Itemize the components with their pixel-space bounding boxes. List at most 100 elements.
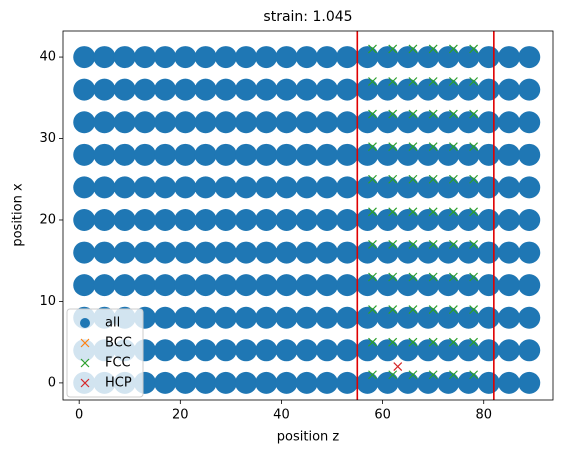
scatter-point (437, 306, 460, 329)
scatter-point (174, 306, 197, 329)
scatter-point (133, 176, 156, 199)
legend-marker (80, 318, 90, 328)
scatter-x (448, 305, 458, 315)
scatter-point (295, 339, 318, 362)
scatter-point (437, 208, 460, 231)
scatter-point (93, 241, 116, 264)
scatter-point (154, 78, 177, 101)
scatter-point (356, 208, 379, 231)
scatter-point (133, 111, 156, 134)
legend-label: BCC (105, 336, 132, 351)
scatter-x (388, 337, 398, 347)
scatter-point (255, 339, 278, 362)
scatter-x (408, 272, 418, 282)
scatter-point (235, 46, 258, 69)
scatter-point (315, 274, 338, 297)
scatter-point (154, 241, 177, 264)
scatter-point (214, 274, 237, 297)
scatter-point (518, 111, 541, 134)
scatter-point (457, 274, 480, 297)
scatter-point (113, 46, 136, 69)
scatter-point (356, 306, 379, 329)
scatter-point (498, 339, 521, 362)
scatter-point (498, 176, 521, 199)
scatter-point (194, 46, 217, 69)
scatter-point (356, 111, 379, 134)
scatter-point (275, 306, 298, 329)
scatter-point (376, 143, 399, 166)
scatter-x (368, 44, 377, 54)
scatter-point (154, 306, 177, 329)
scatter-point (194, 176, 217, 199)
scatter-point (376, 208, 399, 231)
scatter-point (315, 176, 338, 199)
scatter-point (174, 176, 197, 199)
scatter-point (437, 371, 460, 394)
scatter-point (518, 306, 541, 329)
scatter-x (368, 305, 377, 315)
scatter-point (477, 176, 500, 199)
scatter-point (275, 78, 298, 101)
scatter-point (255, 46, 278, 69)
scatter-point (396, 339, 419, 362)
scatter-point (275, 208, 298, 231)
scatter-point (437, 274, 460, 297)
scatter-x (428, 174, 438, 184)
scatter-x (469, 272, 479, 282)
scatter-point (214, 78, 237, 101)
scatter-point (295, 46, 318, 69)
scatter-x (428, 142, 438, 152)
scatter-x (368, 77, 377, 86)
scatter-point (235, 274, 258, 297)
scatter-x (469, 337, 479, 347)
scatter-point (255, 241, 278, 264)
scatter-x (448, 142, 458, 152)
scatter-point (396, 176, 419, 199)
scatter-x (428, 44, 438, 54)
scatter-point (73, 46, 96, 69)
scatter-point (477, 339, 500, 362)
scatter-x (428, 370, 438, 380)
y-axis-label: position x (11, 183, 26, 247)
scatter-x (388, 272, 398, 282)
scatter-point (417, 371, 440, 394)
scatter-point (356, 143, 379, 166)
scatter-x (469, 305, 479, 315)
scatter-point (336, 208, 359, 231)
scatter-point (214, 176, 237, 199)
scatter-point (73, 143, 96, 166)
scatter-point (498, 143, 521, 166)
scatter-point (133, 241, 156, 264)
scatter-point (396, 306, 419, 329)
scatter-x (408, 370, 418, 380)
scatter-x (368, 207, 377, 217)
scatter-point (73, 274, 96, 297)
scatter-point (194, 371, 217, 394)
y-tick-label: 10 (39, 294, 56, 309)
scatter-x (408, 174, 418, 184)
scatter-point (457, 241, 480, 264)
scatter-point (498, 208, 521, 231)
scatter-point (154, 208, 177, 231)
scatter-x (368, 174, 377, 184)
scatter-x (388, 174, 398, 184)
scatter-point (315, 241, 338, 264)
scatter-x (428, 109, 438, 119)
scatter-point (73, 208, 96, 231)
scatter-point (255, 208, 278, 231)
scatter-point (93, 111, 116, 134)
y-tick-label: 0 (48, 375, 56, 390)
scatter-point (235, 241, 258, 264)
scatter-point (356, 371, 379, 394)
scatter-point (295, 176, 318, 199)
scatter-point (498, 111, 521, 134)
scatter-x (469, 207, 479, 217)
scatter-point (73, 111, 96, 134)
scatter-point (174, 46, 197, 69)
scatter-point (194, 78, 217, 101)
axes-frame (62, 30, 554, 401)
scatter-point (396, 46, 419, 69)
scatter-point (255, 111, 278, 134)
scatter-point (93, 208, 116, 231)
scatter-x (388, 142, 398, 152)
